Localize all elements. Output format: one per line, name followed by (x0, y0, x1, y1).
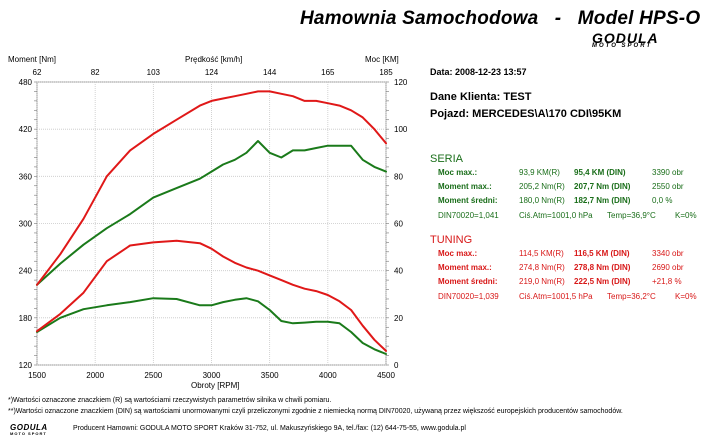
seria-atm: Ciś.Atm=1001,0 hPa (519, 211, 593, 220)
producer-info: Producent Hamowni: GODULA MOTO SPORT Kra… (73, 425, 466, 432)
y-right-axis-label: Moc [KM] (365, 55, 399, 64)
y-right-tick-label: 100 (394, 125, 408, 134)
tuning-stat-label: Moc max.: (438, 249, 478, 258)
chart-series (36, 90, 387, 355)
seria-stat-label: Moment średni: (438, 196, 498, 205)
y-left-tick-label: 120 (19, 361, 33, 370)
series-line-1 (36, 140, 387, 286)
seria-stat-v3: 3390 obr (652, 168, 684, 177)
y-left-tick-label: 240 (19, 267, 33, 276)
x-tick-label: 2000 (86, 371, 104, 380)
series-line-2 (36, 239, 387, 352)
seria-stat-v1: 205,2 Nm(R) (519, 182, 565, 191)
y-left-tick-label: 180 (19, 314, 33, 323)
seria-stat-label: Moc max.: (438, 168, 478, 177)
footnote-din: **)Wartości oznaczone znaczkiem (DIN) są… (8, 408, 623, 415)
x-tick-label: 3500 (261, 371, 279, 380)
seria-stat-v3: 0,0 % (652, 196, 673, 205)
tuning-stat-v1: 274,8 Nm(R) (519, 263, 565, 272)
chart-grid (34, 81, 389, 366)
x-top-tick-label: 82 (91, 68, 100, 77)
tuning-stat-v2: 222,5 Nm (DIN) (574, 277, 631, 286)
x-tick-label: 3000 (203, 371, 221, 380)
y-right-tick-label: 40 (394, 267, 403, 276)
tuning-stat-v1: 114,5 KM(R) (519, 249, 564, 258)
footnote-r: *)Wartości oznaczone znaczkiem (R) są wa… (8, 397, 332, 404)
tuning-stat-label: Moment średni: (438, 277, 498, 286)
series-line-3 (36, 90, 387, 286)
seria-stat-v2: 95,4 KM (DIN) (574, 168, 626, 177)
chart-ticks: 1500622000822500103300012435001444000165… (19, 68, 408, 380)
tuning-atm: Ciś.Atm=1001,5 hPa (519, 292, 593, 301)
logo-subtitle: MOTO SPORT (592, 43, 653, 49)
seria-din: DIN70020=1,041 (438, 211, 499, 220)
logo-word: GODULA (592, 30, 659, 46)
seria-stat-v1: 180,0 Nm(R) (519, 196, 565, 205)
tuning-stat-v2: 116,5 KM (DIN) (574, 249, 630, 258)
x-tick-label: 4500 (377, 371, 395, 380)
seria-stat-v3: 2550 obr (652, 182, 684, 191)
tuning-stat-v2: 278,8 Nm (DIN) (574, 263, 631, 272)
y-right-tick-label: 120 (394, 78, 408, 87)
y-right-tick-label: 0 (394, 361, 399, 370)
seria-heading: SERIA (430, 153, 464, 165)
tuning-heading: TUNING (430, 234, 473, 246)
y-left-axis-label: Moment [Nm] (8, 55, 57, 64)
tuning-din: DIN70020=1,039 (438, 292, 499, 301)
x-tick-label: 4000 (319, 371, 337, 380)
y-right-tick-label: 60 (394, 220, 403, 229)
godula-logo: GODULA MOTO SPORT (592, 30, 682, 56)
x-top-tick-label: 144 (263, 68, 277, 77)
page-title: Hamownia Samochodowa - Model HPS-O (300, 8, 701, 29)
seria-stat-v2: 207,7 Nm (DIN) (574, 182, 631, 191)
y-right-tick-label: 80 (394, 172, 403, 181)
tuning-k: K=0% (675, 292, 697, 301)
tuning-temp: Temp=36,2°C (607, 292, 656, 301)
y-left-tick-label: 480 (19, 78, 33, 87)
seria-stat-v1: 93,9 KM(R) (519, 168, 560, 177)
y-right-tick-label: 20 (394, 314, 403, 323)
seria-temp: Temp=36,9°C (607, 211, 656, 220)
tuning-stat-v3: 3340 obr (652, 249, 684, 258)
y-left-tick-label: 300 (19, 220, 33, 229)
tuning-stat-label: Moment max.: (438, 263, 492, 272)
logo-small-subtitle: MOTO SPORT (10, 431, 47, 436)
y-left-tick-label: 420 (19, 125, 33, 134)
test-date: Data: 2008-12-23 13:57 (430, 67, 527, 77)
x-top-tick-label: 165 (321, 68, 335, 77)
client-name: Dane Klienta: TEST (430, 91, 532, 103)
tuning-stat-v3: 2690 obr (652, 263, 684, 272)
x-top-tick-label: 185 (379, 68, 393, 77)
x-top-tick-label: 103 (147, 68, 161, 77)
tuning-stat-v3: +21,8 % (652, 277, 682, 286)
seria-stat-label: Moment max.: (438, 182, 492, 191)
seria-k: K=0% (675, 211, 697, 220)
seria-stat-v2: 182,7 Nm (DIN) (574, 196, 631, 205)
series-line-0 (36, 297, 387, 355)
x-top-tick-label: 124 (205, 68, 219, 77)
logo-small-word: GODULA (10, 423, 48, 432)
x-top-axis-label: Prędkość [km/h] (185, 55, 243, 64)
vehicle-name: Pojazd: MERCEDES\A\170 CDI\95KM (430, 108, 622, 120)
y-left-tick-label: 360 (19, 172, 33, 181)
tuning-stat-v1: 219,0 Nm(R) (519, 277, 565, 286)
x-axis-label: Obroty [RPM] (191, 381, 240, 390)
godula-logo-small: GODULA MOTO SPORT (10, 424, 70, 436)
x-tick-label: 2500 (144, 371, 162, 380)
x-top-tick-label: 62 (33, 68, 42, 77)
x-tick-label: 1500 (28, 371, 46, 380)
